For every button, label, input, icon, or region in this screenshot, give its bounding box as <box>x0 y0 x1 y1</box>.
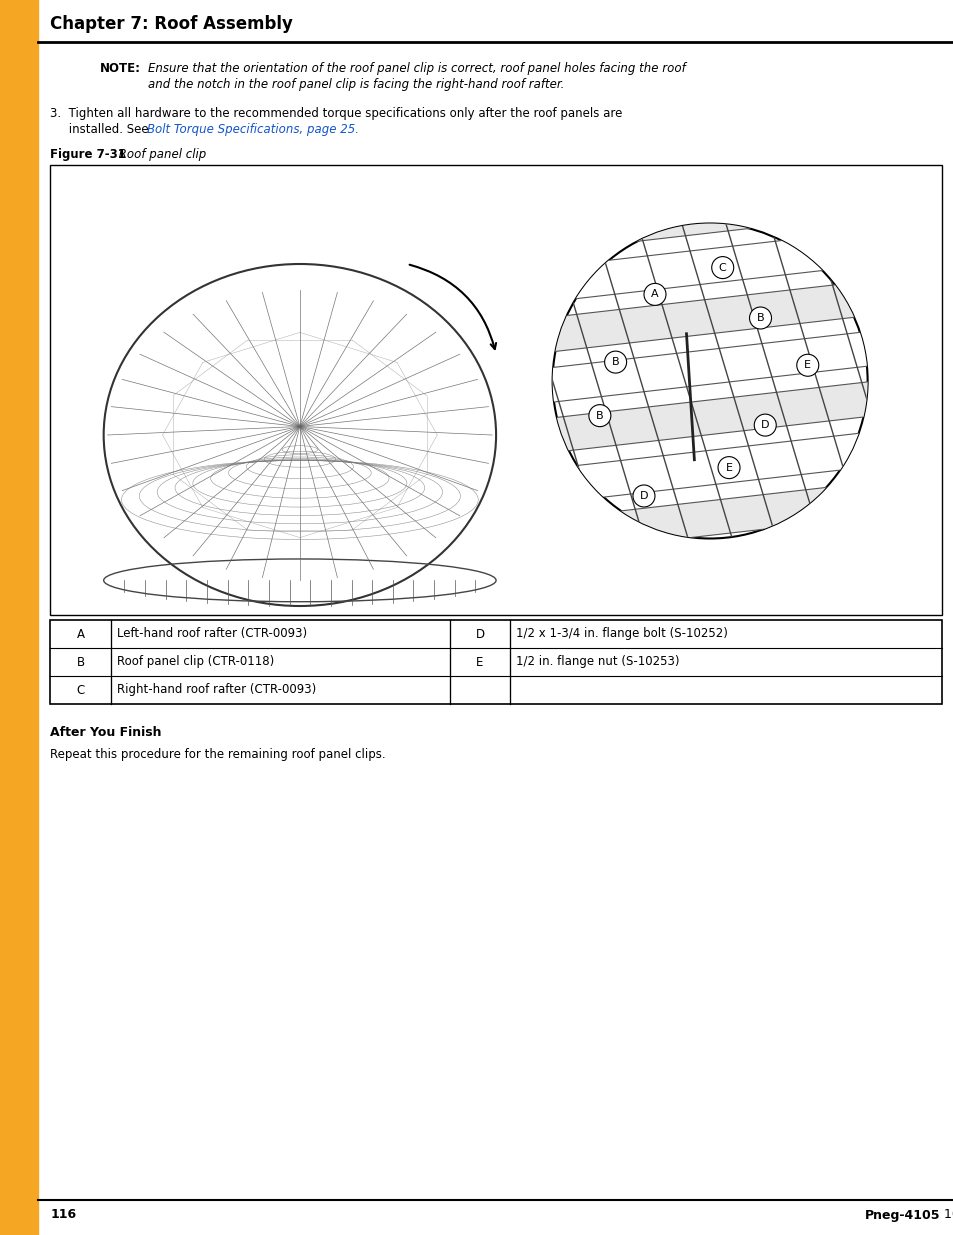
Circle shape <box>588 405 610 426</box>
Polygon shape <box>489 526 929 611</box>
Text: D: D <box>639 492 647 501</box>
Circle shape <box>632 485 655 508</box>
Polygon shape <box>489 73 929 157</box>
Circle shape <box>643 283 665 305</box>
Circle shape <box>718 457 740 479</box>
Polygon shape <box>489 173 929 258</box>
Circle shape <box>552 224 866 538</box>
Circle shape <box>749 308 771 329</box>
Text: and the notch in the roof panel clip is facing the right-hand roof rafter.: and the notch in the roof panel clip is … <box>148 78 564 91</box>
Polygon shape <box>489 374 929 459</box>
Bar <box>51 620 941 704</box>
Text: Repeat this procedure for the remaining roof panel clips.: Repeat this procedure for the remaining … <box>51 748 385 761</box>
Text: B: B <box>756 312 763 324</box>
Text: 1/2 in. flange nut (S-10253): 1/2 in. flange nut (S-10253) <box>516 656 679 668</box>
Polygon shape <box>489 274 929 359</box>
Polygon shape <box>489 475 929 561</box>
Text: Roof panel clip: Roof panel clip <box>115 148 206 161</box>
Bar <box>51 165 941 615</box>
Text: B: B <box>611 357 618 367</box>
Circle shape <box>604 351 626 373</box>
Text: D: D <box>760 420 769 430</box>
Text: D: D <box>475 627 484 641</box>
Polygon shape <box>489 425 929 510</box>
Text: C: C <box>76 683 85 697</box>
Polygon shape <box>489 224 929 309</box>
Text: After You Finish: After You Finish <box>51 726 161 739</box>
Text: Chapter 7: Roof Assembly: Chapter 7: Roof Assembly <box>51 15 293 33</box>
Text: Pneg-4105: Pneg-4105 <box>863 1209 939 1221</box>
Circle shape <box>711 257 733 279</box>
Circle shape <box>754 414 776 436</box>
Text: A: A <box>651 289 659 299</box>
Text: installed. See: installed. See <box>51 124 152 136</box>
Polygon shape <box>489 325 929 409</box>
Text: A: A <box>76 627 85 641</box>
Text: B: B <box>596 411 603 421</box>
Text: Ensure that the orientation of the roof panel clip is correct, roof panel holes : Ensure that the orientation of the roof … <box>148 62 685 75</box>
Text: NOTE:: NOTE: <box>100 62 141 75</box>
Text: Bolt Torque Specifications, page 25.: Bolt Torque Specifications, page 25. <box>147 124 358 136</box>
Text: E: E <box>476 656 483 668</box>
Polygon shape <box>489 577 929 662</box>
Text: Right-hand roof rafter (CTR-0093): Right-hand roof rafter (CTR-0093) <box>116 683 315 697</box>
Bar <box>0 0 38 1235</box>
Text: B: B <box>76 656 85 668</box>
Text: E: E <box>725 463 732 473</box>
Text: C: C <box>719 263 726 273</box>
Text: E: E <box>803 361 810 370</box>
Text: 105 Ft Diameter 40-Series Bin: 105 Ft Diameter 40-Series Bin <box>939 1209 953 1221</box>
Text: Figure 7-31: Figure 7-31 <box>51 148 126 161</box>
Text: 1/2 x 1-3/4 in. flange bolt (S-10252): 1/2 x 1-3/4 in. flange bolt (S-10252) <box>516 627 727 641</box>
Text: 3.  Tighten all hardware to the recommended torque specifications only after the: 3. Tighten all hardware to the recommend… <box>51 107 622 120</box>
Text: Roof panel clip (CTR-0118): Roof panel clip (CTR-0118) <box>116 656 274 668</box>
Polygon shape <box>489 122 929 207</box>
Text: 116: 116 <box>51 1209 76 1221</box>
Polygon shape <box>489 22 929 107</box>
Circle shape <box>796 354 818 377</box>
Text: Left-hand roof rafter (CTR-0093): Left-hand roof rafter (CTR-0093) <box>116 627 307 641</box>
